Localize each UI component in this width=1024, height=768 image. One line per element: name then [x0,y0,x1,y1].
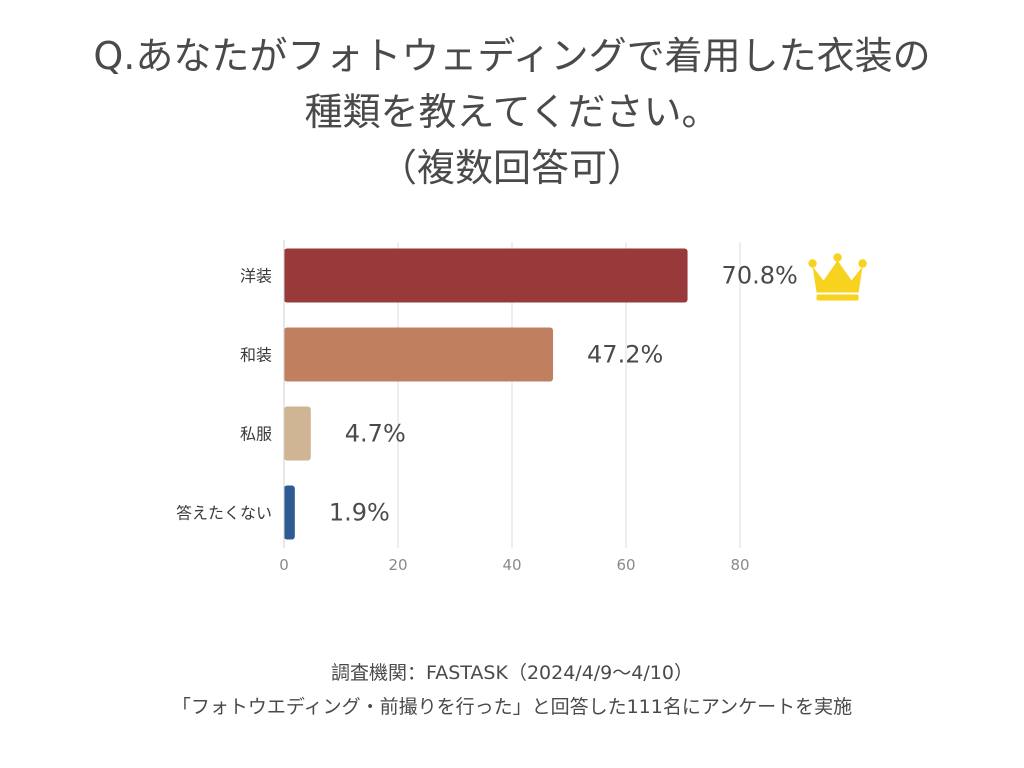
survey-source: 調査機関：FASTASK（2024/4/9〜4/10） [331,662,693,684]
chart-title: Q.あなたがフォトウェディングで着用した衣装の 種類を教えてください。 （複数回… [0,28,1024,196]
data-labels: 70.8% 47.2% 4.7% 1.9% [329,253,867,527]
chart-title-line-3: （複数回答可） [378,146,645,190]
data-label: 4.7% [345,420,406,448]
data-label: 1.9% [329,499,390,527]
data-label: 70.8% [722,262,798,290]
chart-title-line-1: Q.あなたがフォトウェディングで着用した衣装の [93,34,931,78]
category-label: 和装 [240,346,272,365]
x-tick-label: 20 [388,556,407,574]
data-label: 47.2% [587,341,663,369]
bars [284,248,688,540]
bar-2 [284,327,554,382]
chart-title-line-2: 種類を教えてください。 [304,90,720,134]
bar-4 [284,485,295,540]
bar-3 [284,406,311,461]
category-label: 答えたくない [176,504,272,523]
crown-icon [808,253,867,301]
category-label: 洋装 [240,267,272,286]
bar-1 [284,248,688,303]
survey-note: 「フォトウエディング・前撮りを行った」と回答した111名にアンケートを実施 [171,696,853,718]
chart-footer: 調査機関：FASTASK（2024/4/9〜4/10） 「フォトウエディング・前… [0,656,1024,724]
x-tick-label: 60 [616,556,635,574]
x-tick-label: 40 [502,556,521,574]
x-tick-label: 80 [730,556,749,574]
category-label: 私服 [240,425,272,444]
x-tick-label: 0 [279,556,289,574]
